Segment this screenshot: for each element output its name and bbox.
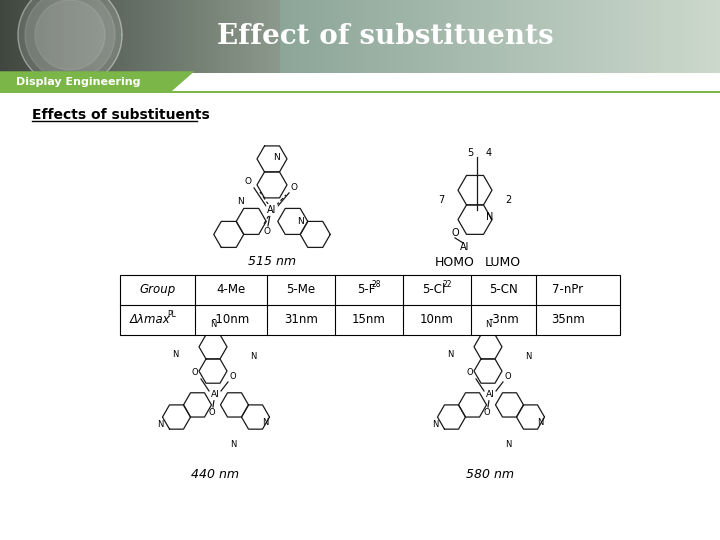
Text: Group: Group [140, 284, 176, 296]
Text: O: O [505, 373, 511, 381]
Text: 5-Cl: 5-Cl [423, 284, 446, 296]
Text: N: N [172, 350, 178, 360]
Text: -3nm: -3nm [488, 313, 519, 327]
Text: 10nm: 10nm [420, 313, 454, 327]
Text: 440 nm: 440 nm [191, 469, 239, 482]
Text: 7: 7 [438, 195, 444, 205]
Text: N: N [432, 421, 438, 429]
Text: Effect of substituents: Effect of substituents [217, 23, 553, 50]
Text: O: O [290, 184, 297, 192]
Text: N: N [486, 212, 494, 222]
Text: N: N [297, 218, 303, 226]
Text: 2: 2 [505, 195, 511, 205]
Text: N: N [230, 441, 236, 449]
Text: O: O [192, 368, 198, 377]
Text: 35nm: 35nm [551, 313, 585, 327]
Text: N: N [237, 198, 243, 206]
Text: N: N [505, 441, 511, 449]
Text: 15nm: 15nm [352, 313, 386, 327]
Text: Al: Al [211, 390, 220, 400]
Text: 5-F: 5-F [357, 284, 375, 296]
Text: N: N [485, 320, 491, 329]
Text: N: N [525, 353, 531, 361]
Text: N: N [537, 418, 543, 428]
Text: 4-Me: 4-Me [217, 284, 246, 296]
Text: 5: 5 [467, 148, 473, 158]
Text: 580 nm: 580 nm [466, 469, 514, 482]
Text: 22: 22 [442, 280, 451, 289]
Text: Al: Al [485, 390, 495, 400]
Text: O: O [245, 178, 251, 186]
Text: LUMO: LUMO [485, 256, 521, 269]
Text: 28: 28 [372, 280, 382, 289]
Text: O: O [484, 408, 490, 417]
Text: Effects of substituents: Effects of substituents [32, 108, 210, 122]
Text: -10nm: -10nm [212, 313, 250, 327]
Polygon shape [18, 0, 122, 87]
Text: N: N [210, 320, 216, 329]
Text: Display Engineering: Display Engineering [16, 77, 140, 87]
Text: 5-Me: 5-Me [287, 284, 315, 296]
Polygon shape [35, 0, 105, 70]
Text: N: N [262, 418, 268, 428]
Text: N: N [157, 421, 163, 429]
Text: O: O [467, 368, 473, 377]
Text: 4: 4 [486, 148, 492, 158]
Text: HOMO: HOMO [435, 256, 475, 269]
Text: N: N [447, 350, 453, 360]
Text: Al: Al [460, 242, 469, 252]
Text: PL: PL [167, 310, 176, 320]
Bar [120, 275, 620, 335]
Text: N: N [274, 153, 280, 163]
Text: O: O [451, 228, 459, 238]
Text: 31nm: 31nm [284, 313, 318, 327]
Text: O: O [209, 408, 215, 417]
Text: 7-nPr: 7-nPr [552, 284, 584, 296]
Polygon shape [25, 0, 115, 80]
Text: Δλmax: Δλmax [130, 313, 171, 327]
Text: 5-CN: 5-CN [489, 284, 518, 296]
Text: O: O [264, 227, 271, 237]
Polygon shape [0, 71, 194, 92]
Text: Al: Al [267, 205, 276, 215]
Text: N: N [250, 353, 256, 361]
Text: 515 nm: 515 nm [248, 255, 296, 268]
Text: O: O [230, 373, 236, 381]
